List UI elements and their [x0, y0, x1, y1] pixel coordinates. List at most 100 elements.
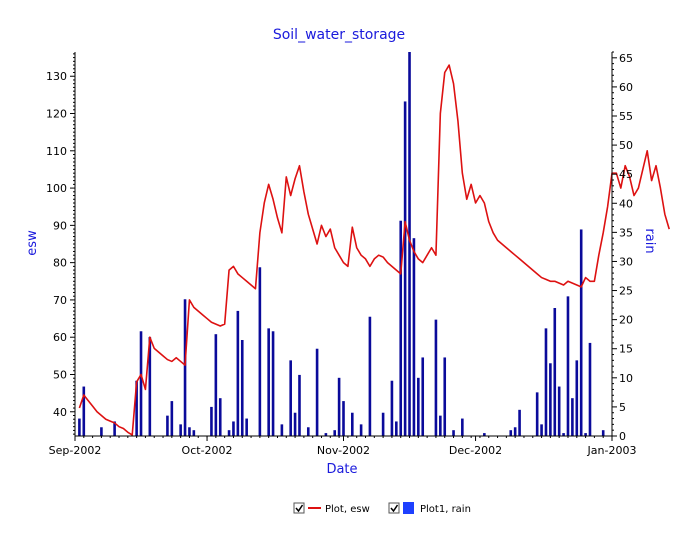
chart-title: Soil_water_storage	[273, 27, 405, 43]
legend-checkbox-esw[interactable]	[293, 502, 305, 514]
right-tick-label: 10	[619, 372, 633, 385]
rain-bar	[399, 220, 403, 436]
legend-checkbox-rain[interactable]	[388, 502, 400, 514]
rain-bar	[78, 418, 81, 436]
rain-bar	[412, 238, 416, 436]
rain-bar	[240, 340, 244, 436]
rain-bar	[601, 430, 605, 436]
x-tick-label: Oct-2002	[182, 444, 233, 457]
x-tick-label: Sep-2002	[49, 444, 102, 457]
rain-bar	[135, 380, 138, 436]
x-tick-label: Nov-2002	[317, 444, 370, 457]
right-tick-label: 15	[619, 343, 633, 356]
rain-bar	[483, 433, 486, 436]
right-tick-label: 25	[619, 285, 633, 298]
rain-bar	[218, 398, 222, 436]
rain-bar	[553, 308, 557, 436]
right-tick-label: 0	[619, 430, 626, 443]
esw-line	[78, 64, 670, 436]
axes: 40 50 60 70 80 90 100 110 120 130 0 5 10 15 20 25 30 35 40…	[46, 51, 637, 457]
rain-bar	[452, 430, 455, 436]
right-axis-title: rain	[642, 228, 657, 253]
rain-bar	[403, 101, 407, 436]
left-tick-label: 90	[53, 219, 67, 232]
rain-bar	[566, 296, 570, 436]
rain-bar	[280, 424, 284, 436]
right-tick-label: 60	[619, 81, 633, 94]
x-tick-label: Dec-2002	[449, 444, 502, 457]
rain-bar	[390, 380, 394, 436]
left-tick-label: 80	[53, 257, 67, 270]
rain-bar	[214, 334, 218, 436]
rain-bar	[170, 401, 174, 436]
rain-bar	[535, 392, 539, 436]
rain-bar	[342, 401, 345, 436]
x-tick-label: Jan-2003	[587, 444, 637, 457]
rain-bar	[293, 412, 297, 436]
rain-bar	[461, 418, 464, 436]
right-tick-label: 65	[619, 52, 633, 65]
rain-bar	[540, 424, 543, 436]
esw-line-layer	[78, 64, 670, 436]
rain-bar	[584, 433, 587, 436]
right-tick-label: 20	[619, 314, 633, 327]
rain-bar	[417, 377, 420, 436]
rain-bar	[166, 415, 169, 436]
rain-bar	[513, 427, 517, 436]
rain-bars	[78, 52, 605, 436]
rain-bar	[236, 310, 240, 436]
rain-bar	[395, 421, 398, 436]
rain-bar	[359, 424, 363, 436]
rain-bar	[337, 377, 341, 436]
right-tick-label: 50	[619, 139, 633, 152]
rain-bar	[192, 430, 196, 436]
rain-bar	[544, 328, 548, 436]
rain-bar	[333, 430, 336, 436]
rain-bar	[82, 386, 86, 436]
rain-bar	[306, 427, 310, 436]
rain-bar	[571, 398, 574, 436]
rain-bar	[315, 348, 319, 436]
left-tick-label: 130	[46, 70, 67, 83]
x-axis-title: Date	[326, 462, 357, 477]
rain-bar	[298, 374, 301, 436]
left-tick-label: 40	[53, 406, 67, 419]
rain-bar	[188, 427, 191, 436]
rain-bar	[210, 406, 213, 436]
rain-bar	[368, 316, 372, 436]
rain-bar	[289, 360, 292, 436]
rain-bar	[549, 363, 552, 436]
rain-bar	[271, 331, 275, 436]
left-tick-label: 100	[46, 182, 67, 195]
rain-bar	[443, 357, 447, 436]
left-tick-label: 70	[53, 294, 67, 307]
legend-label-rain: Plot1, rain	[420, 504, 471, 515]
rain-bar	[575, 360, 579, 436]
left-tick-label: 60	[53, 331, 67, 344]
legend: Plot, esw Plot1, rain	[293, 502, 471, 515]
rain-bar	[351, 412, 354, 436]
legend-item-esw[interactable]: Plot, esw	[293, 502, 370, 515]
legend-label-esw: Plot, esw	[325, 504, 370, 515]
right-tick-label: 5	[619, 401, 626, 414]
rain-bar	[179, 424, 182, 436]
rain-bar	[421, 357, 425, 436]
rain-bar	[557, 386, 561, 436]
left-tick-label: 50	[53, 368, 67, 381]
rain-bar	[148, 337, 152, 436]
left-tick-label: 110	[46, 145, 67, 158]
rain-bar	[232, 421, 235, 436]
rain-bar	[434, 319, 438, 436]
right-tick-label: 35	[619, 226, 633, 239]
rain-bar	[258, 267, 262, 436]
right-tick-label: 40	[619, 197, 633, 210]
rain-bar	[381, 412, 385, 436]
right-tick-label: 45	[619, 168, 633, 181]
left-axis-title: esw	[25, 230, 40, 256]
rain-bar	[324, 433, 328, 436]
rain-bar	[518, 409, 521, 436]
legend-item-rain[interactable]: Plot1, rain	[388, 502, 471, 515]
rain-bar	[100, 427, 103, 436]
rain-bar	[439, 415, 442, 436]
